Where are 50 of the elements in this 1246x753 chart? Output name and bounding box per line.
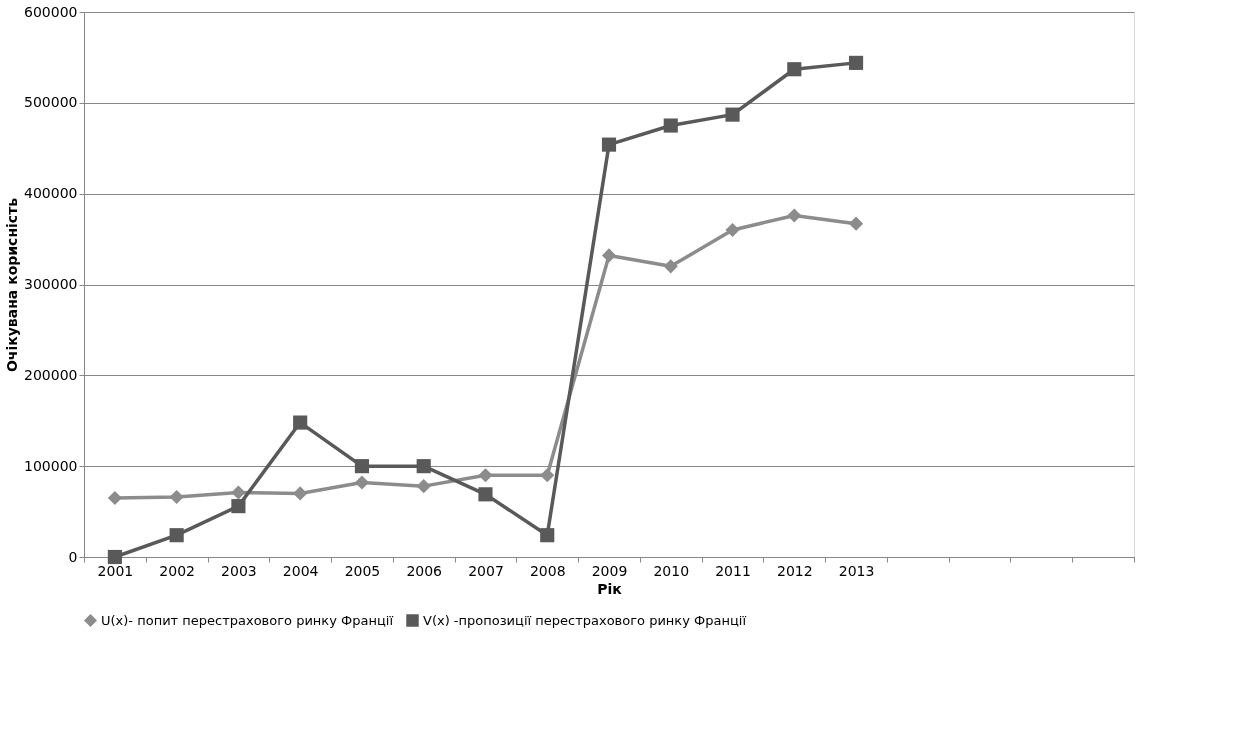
x-tick-label: 2008: [529, 562, 566, 579]
point: [416, 479, 431, 494]
point: [601, 248, 617, 263]
point: [540, 468, 555, 483]
y-axis-title: Очікувана корисність: [4, 197, 21, 373]
y-tick-label: 100000: [24, 457, 78, 474]
x-tick-label: 2002: [159, 562, 195, 579]
y-tick-label: 400000: [24, 185, 78, 202]
point: [354, 459, 370, 474]
point: [848, 216, 864, 231]
y-tick-label: 300000: [24, 276, 78, 292]
y-tick-label: 600000: [24, 3, 78, 20]
point: [787, 208, 802, 223]
point: [540, 528, 555, 543]
point: [231, 485, 246, 500]
point: [663, 118, 678, 133]
x-tick-label: 2013: [838, 562, 875, 579]
x-tick-label: 2006: [406, 562, 443, 579]
point: [663, 259, 678, 274]
y-tick-label: 500000: [24, 94, 78, 111]
point: [478, 487, 493, 502]
x-tick-label: 2009: [591, 562, 628, 579]
x-tick-label: 2010: [653, 562, 690, 579]
point: [169, 528, 184, 543]
point: [478, 468, 493, 483]
point: [787, 62, 802, 77]
point: [848, 55, 864, 70]
point: [107, 549, 122, 565]
point: [416, 459, 431, 474]
point: [293, 415, 308, 430]
point: [725, 222, 740, 238]
x-tick-label: 2003: [221, 562, 257, 579]
point: [725, 107, 740, 122]
x-tick-label: 2005: [344, 562, 381, 579]
point: [601, 137, 617, 152]
point: [293, 486, 308, 501]
y-tick-label: 0: [68, 548, 78, 565]
y-tick-label: 200000: [24, 366, 78, 383]
legend-label: U(x)- попит перестрахового ринку Франції: [101, 612, 394, 628]
legend-label: V(x) -пропозиції перестрахового ринку Франції: [423, 612, 747, 628]
x-tick-label: 2004: [282, 562, 319, 579]
point: [354, 475, 370, 490]
point: [231, 499, 246, 514]
x-axis-title: Рік: [597, 580, 623, 597]
point: [169, 489, 184, 505]
x-tick-label: 2001: [97, 562, 134, 579]
x-tick-label: 2007: [468, 562, 504, 579]
x-tick-label: 2012: [776, 562, 813, 579]
x-tick-label: 2011: [715, 562, 751, 579]
point: [107, 490, 122, 506]
